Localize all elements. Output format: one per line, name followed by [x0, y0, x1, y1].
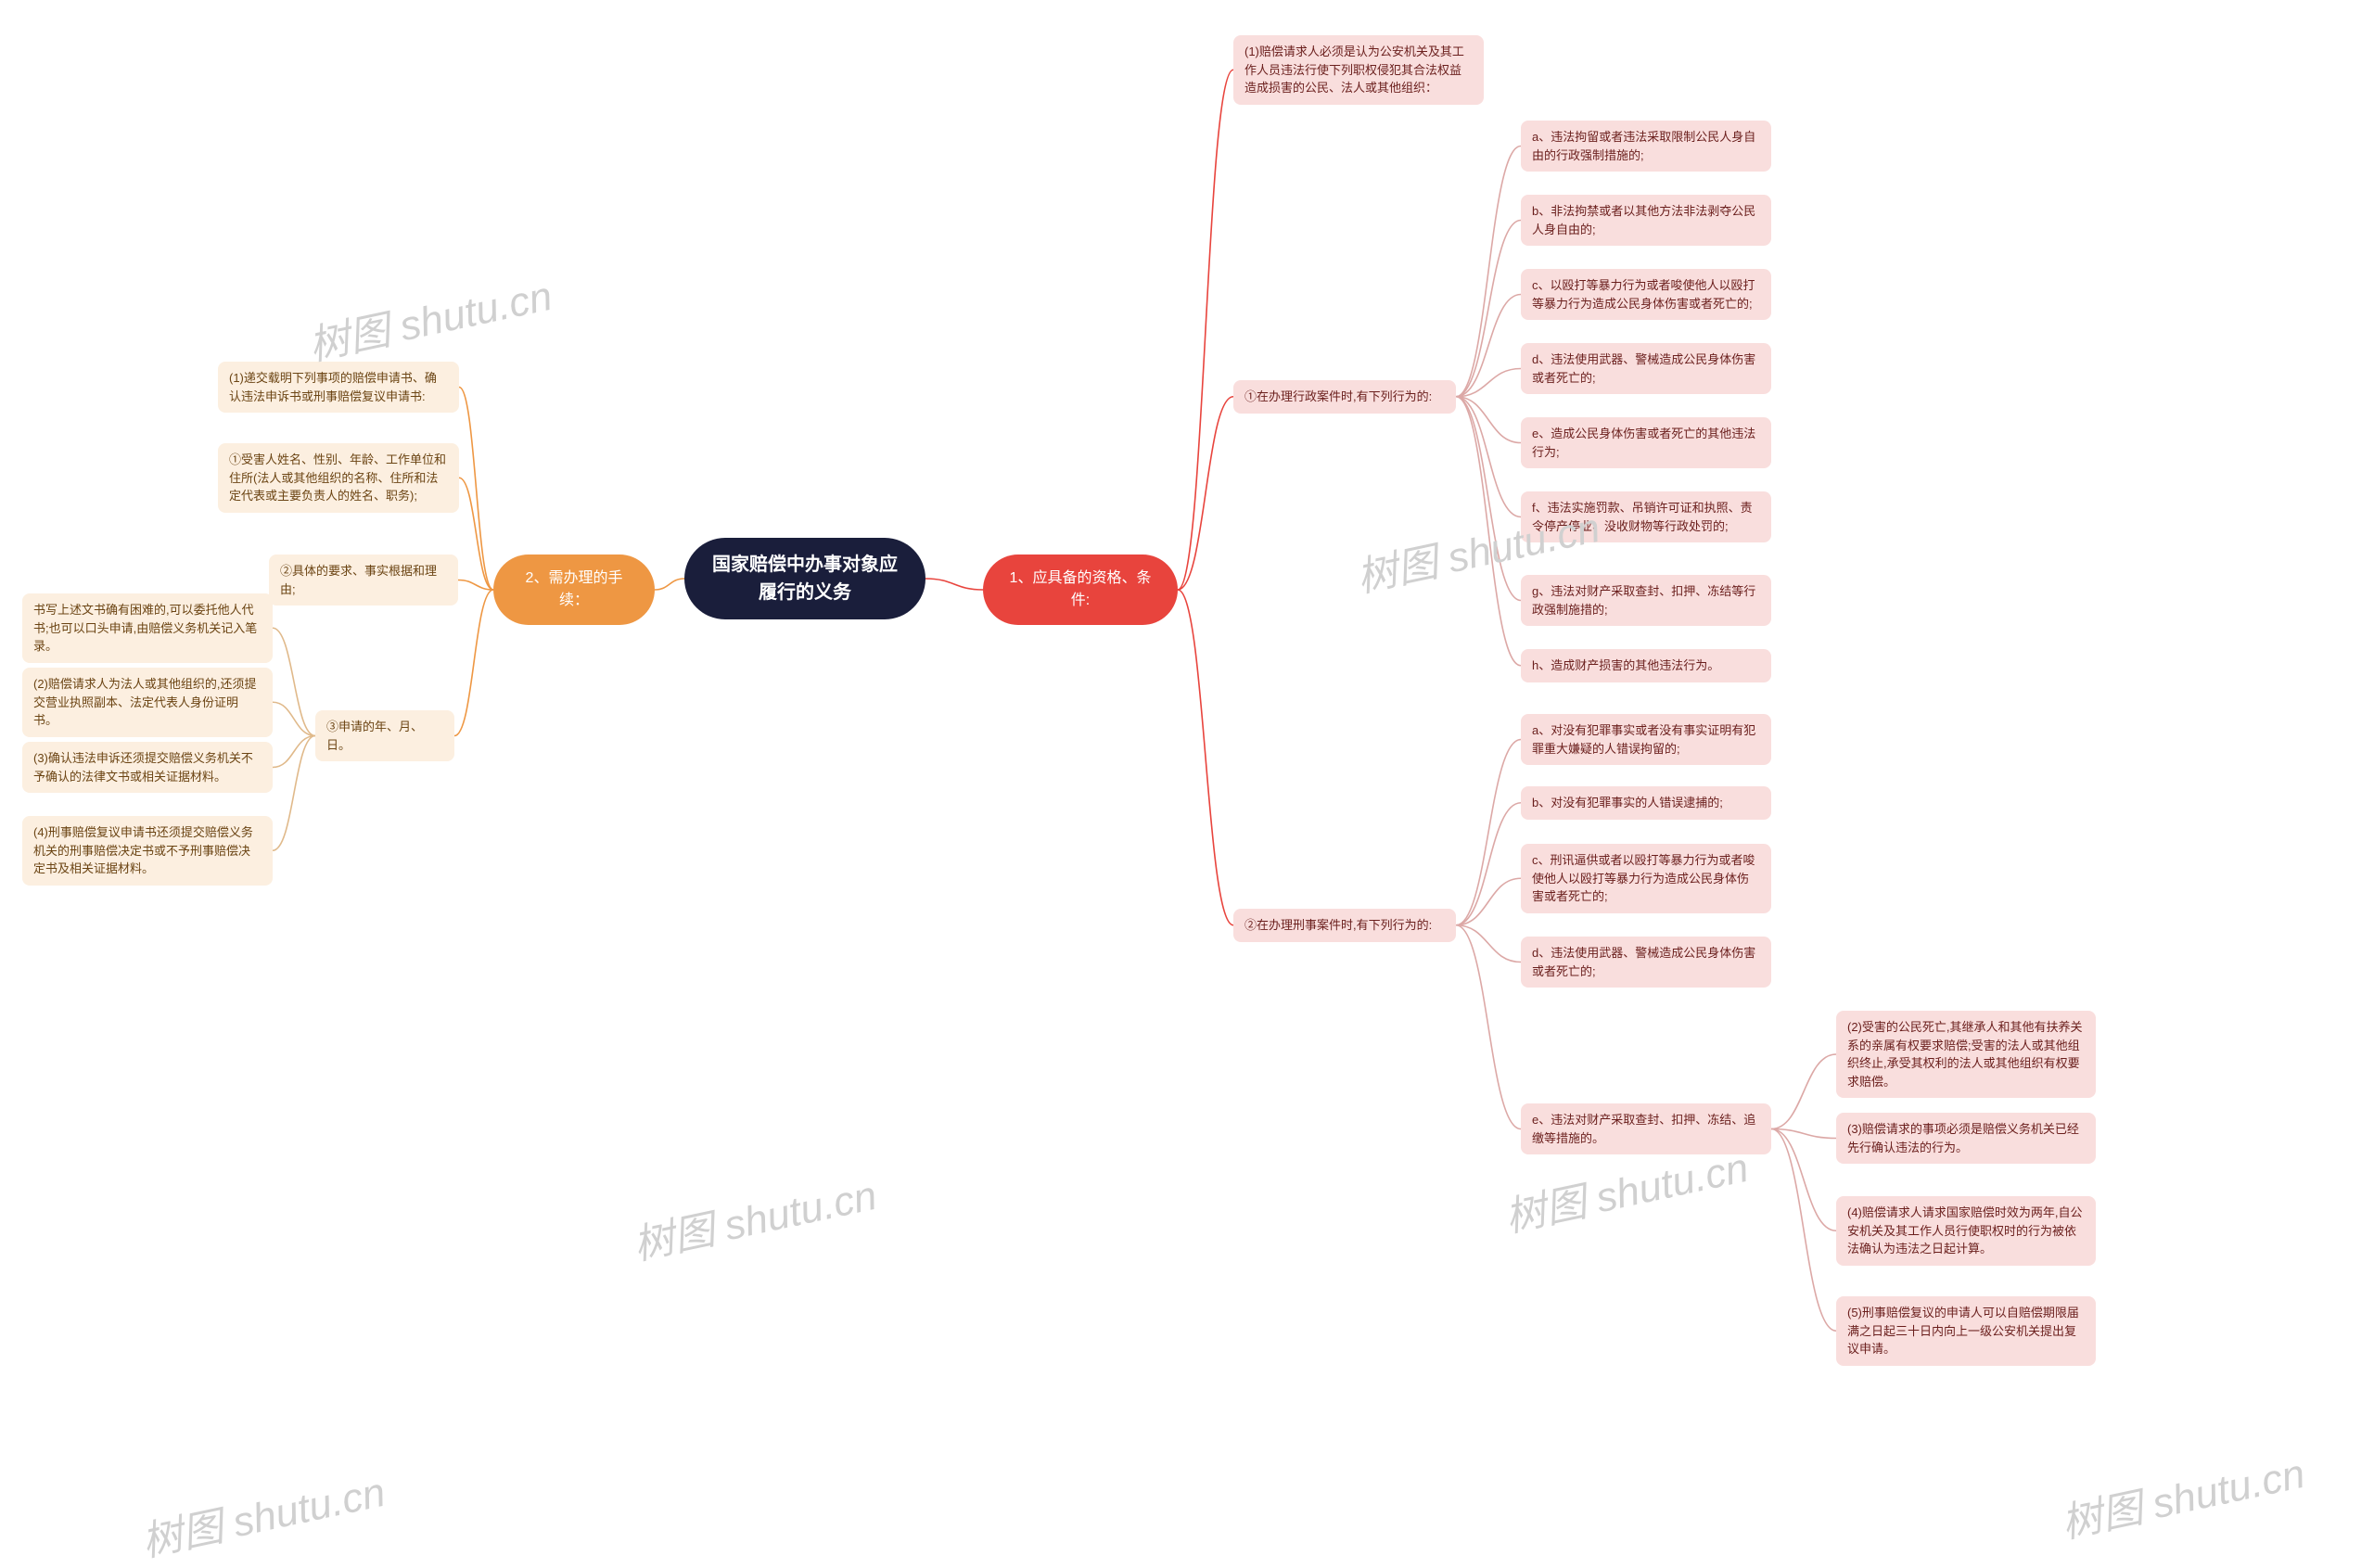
leaf-node: (4)刑事赔偿复议申请书还须提交赔偿义务机关的刑事赔偿决定书或不予刑事赔偿决定书…: [22, 816, 273, 886]
watermark: 树图 shutu.cn: [2055, 1440, 2309, 1549]
leaf-node: a、违法拘留或者违法采取限制公民人身自由的行政强制措施的;: [1521, 121, 1771, 172]
child-node: ②在办理刑事案件时,有下列行为的:: [1233, 909, 1456, 942]
root-node: 国家赔偿中办事对象应履行的义务: [684, 538, 925, 619]
leaf-node: d、违法使用武器、警械造成公民身体伤害或者死亡的;: [1521, 343, 1771, 394]
watermark: 树图 shutu.cn: [302, 262, 556, 372]
child-node: ①受害人姓名、性别、年龄、工作单位和住所(法人或其他组织的名称、住所和法定代表或…: [218, 443, 459, 513]
leaf-node: (2)受害的公民死亡,其继承人和其他有扶养关系的亲属有权要求赔偿;受害的法人或其…: [1836, 1011, 2096, 1098]
leaf-node: 书写上述文书确有困难的,可以委托他人代书;也可以口头申请,由赔偿义务机关记入笔录…: [22, 593, 273, 663]
leaf-node: b、非法拘禁或者以其他方法非法剥夺公民人身自由的;: [1521, 195, 1771, 246]
watermark: 树图 shutu.cn: [627, 1162, 881, 1271]
child-node: ③申请的年、月、日。: [315, 710, 454, 761]
child-node: (1)递交载明下列事项的赔偿申请书、确认违法申诉书或刑事赔偿复议申请书:: [218, 362, 459, 413]
leaf-node: f、违法实施罚款、吊销许可证和执照、责令停产停业、没收财物等行政处罚的;: [1521, 491, 1771, 542]
leaf-node: g、违法对财产采取查封、扣押、冻结等行政强制施措的;: [1521, 575, 1771, 626]
leaf-node: (3)确认违法申诉还须提交赔偿义务机关不予确认的法律文书或相关证据材料。: [22, 742, 273, 793]
leaf-node: d、违法使用武器、警械造成公民身体伤害或者死亡的;: [1521, 937, 1771, 988]
leaf-node: (4)赔偿请求人请求国家赔偿时效为两年,自公安机关及其工作人员行使职权时的行为被…: [1836, 1196, 2096, 1266]
leaf-node: (3)赔偿请求的事项必须是赔偿义务机关已经先行确认违法的行为。: [1836, 1113, 2096, 1164]
leaf-node: c、以殴打等暴力行为或者唆使他人以殴打等暴力行为造成公民身体伤害或者死亡的;: [1521, 269, 1771, 320]
leaf-node: h、造成财产损害的其他违法行为。: [1521, 649, 1771, 682]
watermark: 树图 shutu.cn: [135, 1459, 389, 1568]
child-node: ①在办理行政案件时,有下列行为的:: [1233, 380, 1456, 414]
branch-node: 1、应具备的资格、条件:: [983, 555, 1178, 625]
leaf-node: a、对没有犯罪事实或者没有事实证明有犯罪重大嫌疑的人错误拘留的;: [1521, 714, 1771, 765]
leaf-node: c、刑讯逼供或者以殴打等暴力行为或者唆使他人以殴打等暴力行为造成公民身体伤害或者…: [1521, 844, 1771, 913]
leaf-node: e、违法对财产采取查封、扣押、冻结、追缴等措施的。: [1521, 1103, 1771, 1154]
leaf-node: e、造成公民身体伤害或者死亡的其他违法行为;: [1521, 417, 1771, 468]
branch-node: 2、需办理的手续：: [493, 555, 655, 625]
leaf-node: (5)刑事赔偿复议的申请人可以自赔偿期限届满之日起三十日内向上一级公安机关提出复…: [1836, 1296, 2096, 1366]
child-node: (1)赔偿请求人必须是认为公安机关及其工作人员违法行使下列职权侵犯其合法权益造成…: [1233, 35, 1484, 105]
child-node: ②具体的要求、事实根据和理由;: [269, 555, 458, 606]
leaf-node: b、对没有犯罪事实的人错误逮捕的;: [1521, 786, 1771, 820]
leaf-node: (2)赔偿请求人为法人或其他组织的,还须提交营业执照副本、法定代表人身份证明书。: [22, 668, 273, 737]
